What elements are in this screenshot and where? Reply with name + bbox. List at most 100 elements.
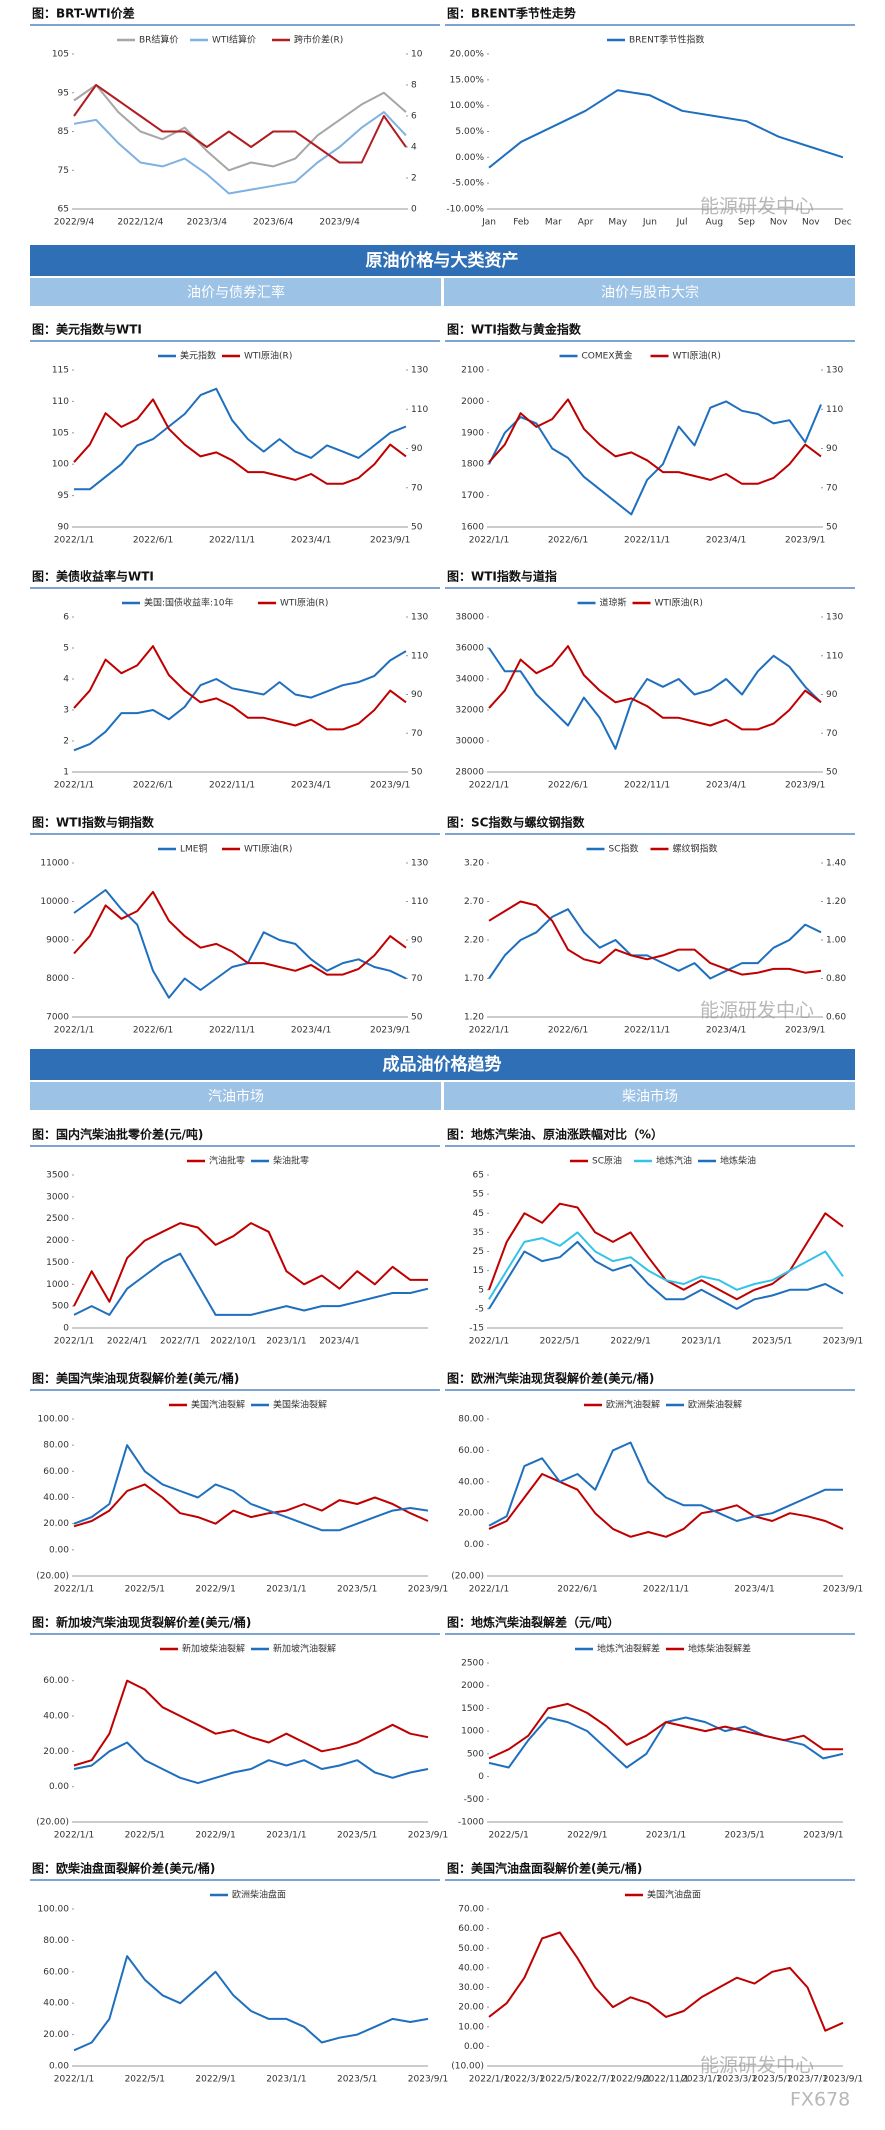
- y-tick-label: 500: [467, 1749, 484, 1759]
- chart-title: 图：BRT-WTI价差: [32, 6, 135, 21]
- legend-label: 美国汽油盘面: [647, 1889, 701, 1901]
- x-tick-label: 2022/11/1: [209, 1026, 255, 1036]
- y-tick-label: 1900: [461, 428, 484, 438]
- series-line: [74, 387, 407, 491]
- y-tick-label: (20.00): [451, 1572, 484, 1582]
- x-tick-label: 2022/9/1: [610, 2075, 650, 2085]
- chart-title: 图：WTI指数与道指: [447, 569, 557, 584]
- series-line: [73, 645, 407, 731]
- x-tick-label: 2022/1/1: [469, 1337, 509, 1347]
- subsection-banner: [444, 278, 855, 306]
- series-line: [73, 1222, 428, 1307]
- legend-label: 欧洲柴油盘面: [232, 1889, 286, 1901]
- y-tick-label: 60.00: [458, 1924, 484, 1934]
- y2-tick-label: 130: [411, 366, 428, 376]
- y-tick-label: 2500: [46, 1214, 69, 1224]
- y-tick-label: 1000: [46, 1280, 69, 1290]
- x-tick-label: Nov: [770, 218, 788, 228]
- series-line: [488, 1716, 844, 1769]
- series-line: [488, 1931, 844, 2032]
- y-tick-label: 40.00: [43, 1712, 69, 1722]
- chart-title: 图：地炼汽柴油裂解差（元/吨）: [447, 1615, 619, 1630]
- logo: FX678: [790, 2089, 850, 2111]
- y-tick-label: 20.00: [43, 2030, 69, 2040]
- series-line: [488, 900, 822, 976]
- y2-tick-label: 10: [411, 50, 423, 60]
- y-tick-label: 40.00: [458, 1963, 484, 1973]
- y-tick-label: 7000: [46, 1013, 69, 1023]
- y2-tick-label: 130: [826, 366, 843, 376]
- y-tick-label: -1000: [458, 1818, 484, 1828]
- y-tick-label: 1: [63, 768, 69, 778]
- subsection-title: 油价与股市大宗: [601, 284, 699, 301]
- y-tick-label: 3500: [46, 1171, 69, 1181]
- legend-label: SC原油: [592, 1155, 622, 1167]
- y-tick-label: 60.00: [43, 1467, 69, 1477]
- y-tick-label: 10000: [40, 897, 69, 907]
- x-tick-label: Jan: [481, 218, 496, 228]
- series-line: [488, 908, 822, 980]
- y-tick-label: 38000: [455, 613, 484, 623]
- y2-tick-label: 90: [826, 690, 838, 700]
- y-tick-label: 20.00: [458, 2003, 484, 2013]
- y2-tick-label: 70: [826, 729, 838, 739]
- subsection-title: 油价与债券汇率: [187, 284, 285, 301]
- series-line: [488, 1202, 844, 1301]
- subsection-banner: [30, 1082, 441, 1110]
- x-tick-label: 2022/4/1: [107, 1337, 147, 1347]
- y-tick-label: 30000: [455, 737, 484, 747]
- x-tick-label: 2023/1/1: [266, 1831, 306, 1841]
- legend-label: 道琼斯: [600, 597, 627, 609]
- x-tick-label: 2023/4/1: [291, 781, 331, 791]
- legend-label: WTI原油(R): [655, 597, 703, 609]
- y-tick-label: (10.00): [451, 2062, 484, 2072]
- x-tick-label: Sep: [738, 218, 755, 228]
- x-tick-label: 2022/6/1: [557, 1585, 597, 1595]
- y2-tick-label: 90: [826, 444, 838, 454]
- legend-label: 地炼汽油: [656, 1155, 692, 1167]
- legend-label: 汽油批零: [209, 1155, 245, 1167]
- y-tick-label: 50.00: [458, 1944, 484, 1954]
- series-line: [73, 1741, 429, 1785]
- x-tick-label: 2022/7/1: [575, 2075, 615, 2085]
- y-tick-label: 100.00: [38, 1905, 70, 1915]
- y-tick-label: 65: [58, 205, 69, 215]
- y-tick-label: 95: [58, 491, 69, 501]
- series-line: [488, 645, 822, 731]
- y-tick-label: 100.00: [38, 1415, 70, 1425]
- subsection-banner: [444, 1082, 855, 1110]
- y-tick-label: (20.00): [36, 1572, 69, 1582]
- x-tick-label: Jul: [676, 218, 688, 228]
- x-tick-label: Dec: [834, 218, 851, 228]
- y-tick-label: 15: [473, 1266, 484, 1276]
- x-tick-label: 2022/11/1: [624, 536, 670, 546]
- y-tick-label: 60.00: [43, 1967, 69, 1977]
- x-tick-label: May: [608, 218, 627, 228]
- series-line: [73, 889, 407, 999]
- x-tick-label: 2023/5/1: [724, 1831, 764, 1841]
- y2-tick-label: 110: [826, 405, 843, 415]
- y-tick-label: 8000: [46, 974, 69, 984]
- y-tick-label: -15: [469, 1324, 484, 1334]
- y-tick-label: 5: [63, 644, 69, 654]
- y2-tick-label: 110: [411, 405, 428, 415]
- series-line: [488, 89, 844, 169]
- y-tick-label: 15.00%: [450, 75, 485, 85]
- y-tick-label: 1.20: [464, 1013, 484, 1023]
- y2-tick-label: 0: [411, 205, 417, 215]
- y2-tick-label: 130: [411, 613, 428, 623]
- x-tick-label: 2022/3/1: [504, 2075, 544, 2085]
- chart-title: 图：新加坡汽柴油现货裂解价差(美元/桶): [32, 1615, 251, 1630]
- y2-tick-label: 70: [411, 483, 423, 493]
- y2-tick-label: 0.60: [826, 1013, 846, 1023]
- legend-label: 地炼柴油: [720, 1155, 756, 1167]
- series-line: [488, 1441, 843, 1527]
- legend-label: 地炼汽油裂解差: [597, 1643, 660, 1655]
- y-tick-label: 40.00: [43, 1493, 69, 1503]
- x-tick-label: 2023/4/1: [291, 536, 331, 546]
- x-tick-label: Aug: [705, 218, 723, 228]
- y-tick-label: 2000: [46, 1236, 69, 1246]
- y-tick-label: 1700: [461, 491, 484, 501]
- x-tick-label: 2023/5/1: [752, 1337, 792, 1347]
